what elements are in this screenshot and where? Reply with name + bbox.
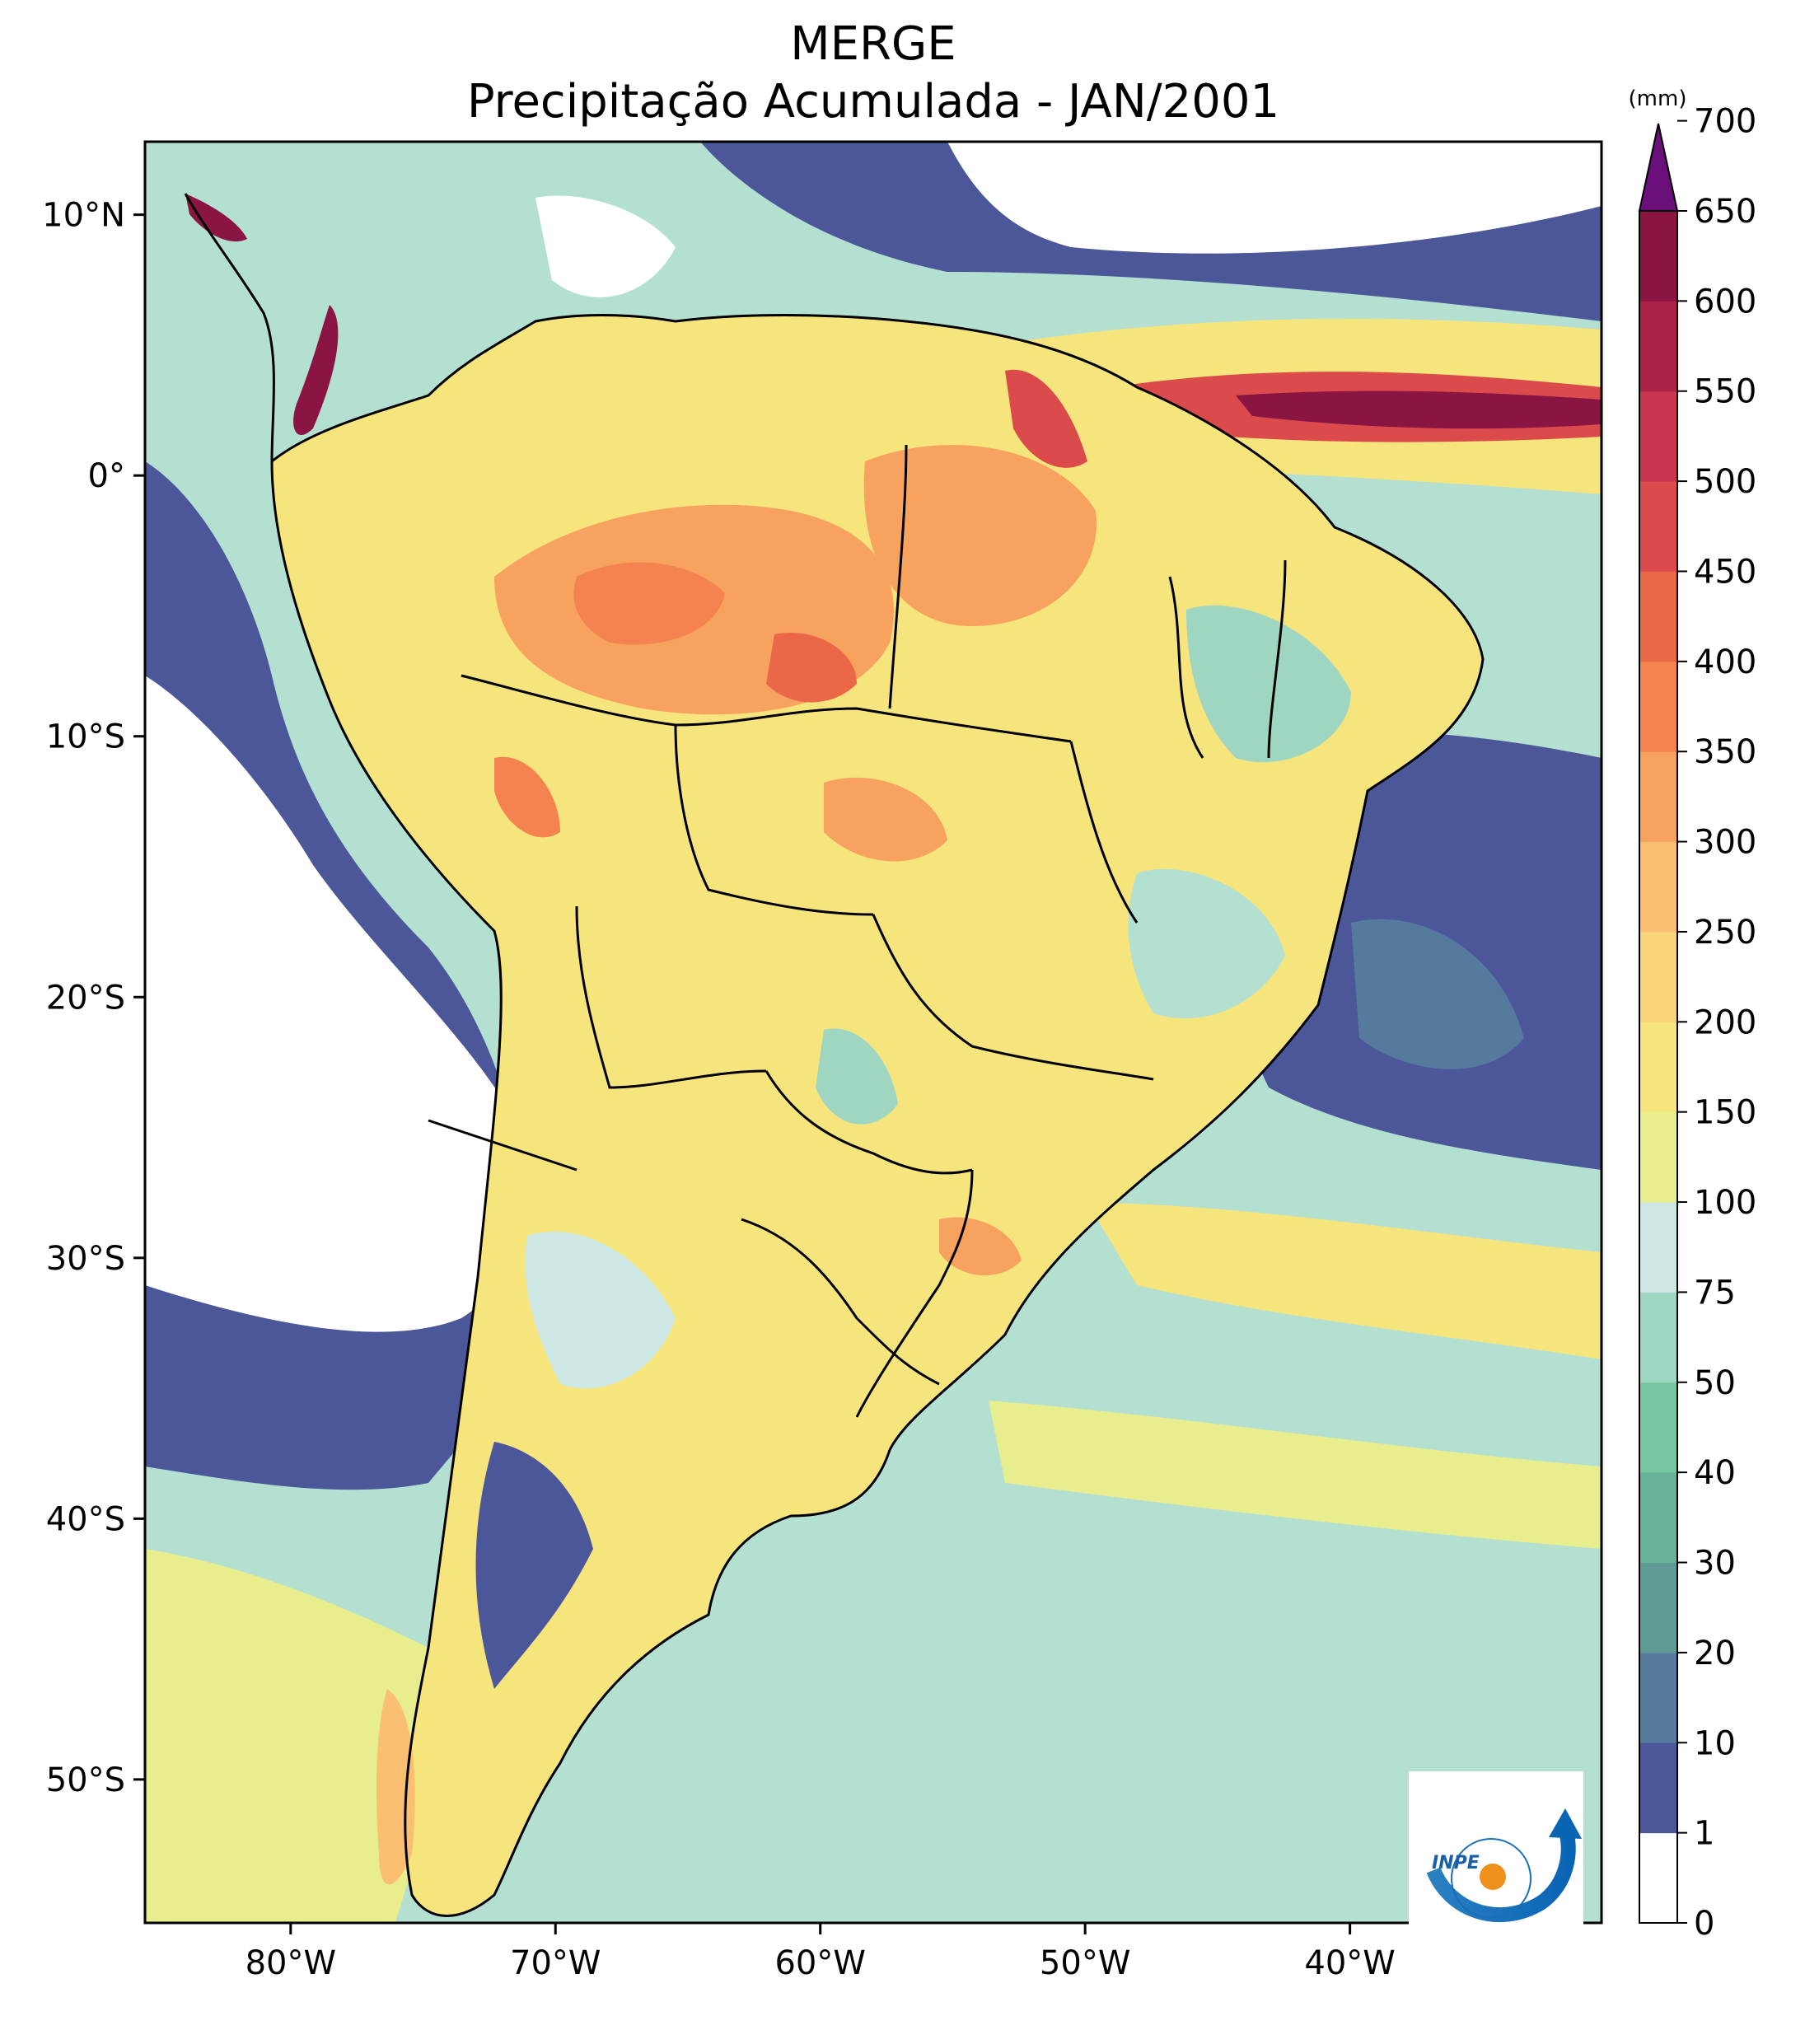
orange-dot-icon [1480,1864,1506,1890]
colorbar-label: 100 [1694,1184,1756,1222]
x-axis: 80°W 70°W 60°W 50°W 40°W [245,1923,1396,1982]
chart-title: MERGE [790,17,956,71]
colorbar-label: 0 [1694,1905,1714,1943]
colorbar-bin [1639,391,1677,482]
colorbar-unit: (mm) [1629,87,1687,111]
colorbar-bin [1639,1382,1677,1473]
colorbar-label: 500 [1694,463,1756,501]
colorbar-bin [1639,301,1677,392]
colorbar-bin [1639,211,1677,302]
colorbar-label: 1 [1694,1815,1714,1853]
colorbar-label: 75 [1694,1274,1736,1312]
colorbar: 0 1 10 20 30 40 50 75 100 150 200 250 300 350 400 450 50… [1638,103,1756,1943]
colorbar-label: 550 [1694,373,1756,411]
country-borders [184,193,1485,1917]
y-tick-label: 30°S [46,1240,125,1278]
colorbar-bin [1639,751,1677,843]
arrow-up-icon [1549,1808,1582,1839]
colorbar-label: 30 [1694,1545,1736,1583]
colorbar-bin [1639,1202,1677,1293]
x-tick-label: 80°W [245,1944,336,1982]
logo-text: INPE [1432,1853,1480,1873]
precipitation-field [145,142,1602,1923]
y-tick-label: 20°S [46,979,125,1017]
y-axis: 10°N 0° 10°S 20°S 30°S 40°S 50°S [42,197,145,1799]
colorbar-bin [1639,1652,1677,1743]
y-tick-label: 10°N [42,197,125,235]
x-tick-label: 50°W [1040,1944,1130,1982]
colorbar-bin [1639,841,1677,933]
colorbar-label: 600 [1694,283,1756,320]
map-frame [143,140,1603,1925]
colorbar-label: 150 [1694,1094,1756,1132]
colorbar-bin [1639,1472,1677,1564]
colorbar-bin [1639,1292,1677,1383]
colorbar-bin [1639,1742,1677,1834]
colorbar-bin [1639,571,1677,662]
y-tick-label: 0° [88,457,125,495]
y-tick-label: 40°S [46,1500,125,1538]
colorbar-label: 20 [1694,1635,1736,1672]
chart-subtitle: Precipitação Acumulada - JAN/2001 [466,75,1280,129]
y-tick-label: 10°S [46,718,125,756]
colorbar-bin [1639,481,1677,572]
x-tick-label: 60°W [774,1944,865,1982]
x-tick-label: 40°W [1304,1944,1395,1982]
colorbar-label: 400 [1694,643,1756,681]
inpe-swoosh-icon [1426,1827,1576,1922]
colorbar-bin [1639,661,1677,752]
colorbar-bin [1639,1022,1677,1113]
colorbar-label: 40 [1694,1454,1736,1492]
colorbar-label: 250 [1694,914,1756,952]
colorbar-label: 10 [1694,1724,1736,1762]
colorbar-label: 450 [1694,553,1756,591]
colorbar-label: 300 [1694,824,1756,862]
colorbar-extend-arrow [1638,123,1679,212]
colorbar-bin [1639,931,1677,1022]
y-tick-label: 50°S [46,1761,125,1799]
colorbar-bin [1639,1111,1677,1203]
inpe-logo: INPE [1409,1771,1583,1941]
colorbar-label: 50 [1694,1364,1736,1402]
colorbar-label: 650 [1694,193,1756,231]
colorbar-bin [1639,1562,1677,1653]
x-tick-label: 70°W [510,1944,601,1982]
colorbar-label: 200 [1694,1003,1756,1041]
colorbar-label: 350 [1694,733,1756,771]
colorbar-frame [1639,211,1678,1924]
colorbar-bin [1639,1832,1677,1924]
colorbar-label: 700 [1694,103,1756,141]
